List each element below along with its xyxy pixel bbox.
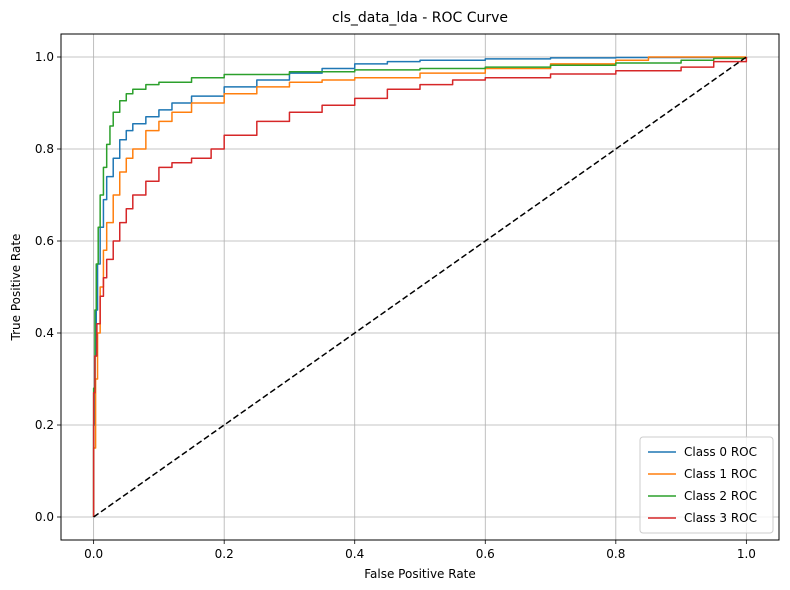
chance-diagonal-line bbox=[93, 56, 747, 518]
y-tick-label: 0.0 bbox=[35, 510, 54, 524]
series-line-class-3 bbox=[92, 57, 748, 517]
plot-area-frame bbox=[60, 33, 780, 541]
x-tick-label: 1.0 bbox=[737, 547, 756, 561]
x-tick-label: 0.4 bbox=[345, 547, 364, 561]
y-tick-label: 0.8 bbox=[35, 142, 54, 156]
series-line-class-0 bbox=[92, 56, 748, 517]
legend-entry-label: Class 0 ROC bbox=[684, 445, 757, 459]
x-tick-label: 0.6 bbox=[476, 547, 495, 561]
series-line-class-2 bbox=[92, 57, 748, 517]
legend-entry-label: Class 2 ROC bbox=[684, 489, 757, 503]
y-tick-label: 0.6 bbox=[35, 234, 54, 248]
chart-title: cls_data_lda - ROC Curve bbox=[332, 10, 508, 26]
y-axis-label: True Positive Rate bbox=[9, 234, 23, 342]
y-axis: 0.0 0.2 0.4 0.6 0.8 1.0 bbox=[35, 50, 61, 524]
grid-lines bbox=[61, 34, 779, 540]
legend: Class 0 ROC Class 1 ROC Class 2 ROC Class 3… bbox=[639, 436, 774, 534]
legend-entry-label: Class 3 ROC bbox=[684, 511, 757, 525]
x-axis: 0.0 0.2 0.4 0.6 0.8 1.0 bbox=[84, 540, 756, 561]
y-tick-label: 0.4 bbox=[35, 326, 54, 340]
y-tick-label: 0.2 bbox=[35, 418, 54, 432]
x-tick-label: 0.8 bbox=[606, 547, 625, 561]
x-tick-label: 0.0 bbox=[84, 547, 103, 561]
y-tick-label: 1.0 bbox=[35, 50, 54, 64]
legend-box bbox=[639, 436, 774, 534]
x-tick-label: 0.2 bbox=[215, 547, 234, 561]
series-lines bbox=[92, 56, 748, 518]
x-axis-label: False Positive Rate bbox=[364, 567, 476, 581]
legend-entry-label: Class 1 ROC bbox=[684, 467, 757, 481]
